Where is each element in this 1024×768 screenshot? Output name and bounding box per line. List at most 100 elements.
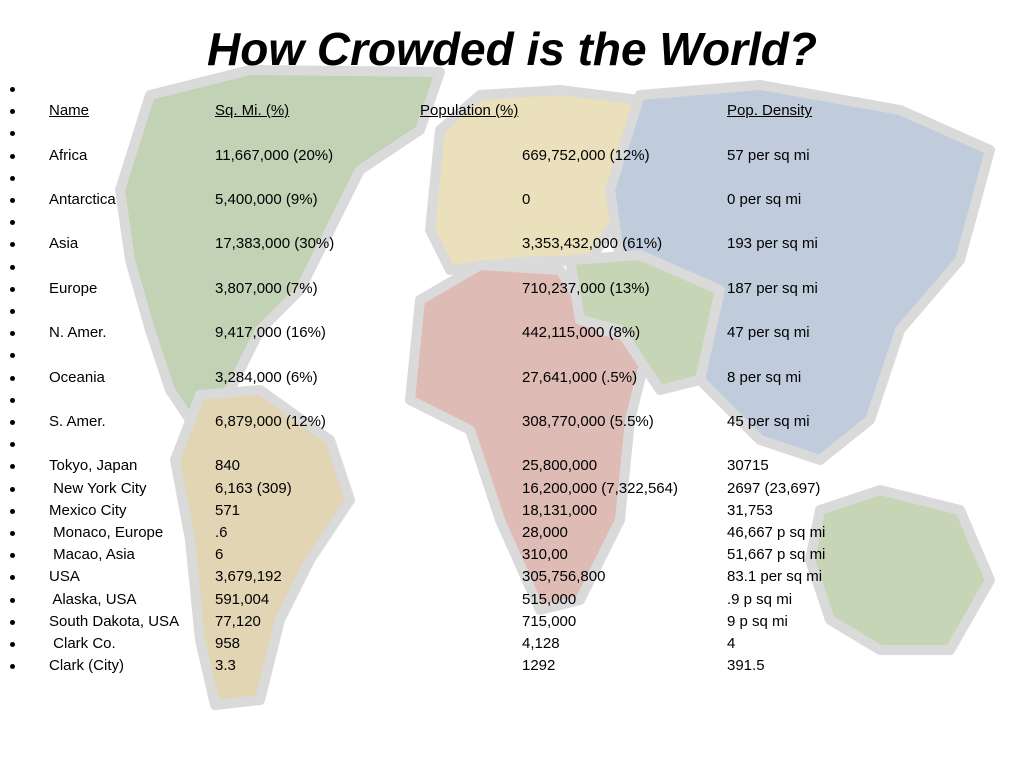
bullet-line: [0, 122, 1024, 144]
cell: 6,879,000 (12%): [215, 413, 326, 430]
bullet-line: [0, 389, 1024, 411]
bullet-line: Oceania 3,284,000 (6%) 27,641,000 (.5%) 8 p…: [0, 367, 1024, 389]
south-america: [170, 385, 355, 710]
cell: 25,800,000: [522, 457, 598, 475]
slide-title: How Crowded is the World?: [207, 23, 817, 75]
cell: N. Amer.: [49, 324, 107, 342]
cell: Sq. Mi. (%): [215, 102, 290, 120]
cell: 3.3: [215, 657, 236, 675]
cell: .9 p sq mi: [727, 590, 793, 608]
cell: 840: [215, 457, 241, 475]
cell: 11,667,000 (20%): [215, 146, 334, 164]
bullet-line: Antarctica 5,400,000 (9%) 0 0 per sq mi: [0, 189, 1024, 211]
cell: 6: [215, 546, 224, 564]
bullet: [10, 175, 15, 181]
cell: .6: [215, 524, 228, 541]
bullet-line: Clark Co. 958 4,128 4: [0, 633, 1024, 655]
bullet: [10, 242, 15, 248]
bullet: [10, 597, 15, 603]
bullet-line: [0, 300, 1024, 322]
cell: 45 per sq mi: [727, 413, 810, 430]
cell: 187 per sq mi: [727, 279, 818, 297]
bullet: [10, 464, 15, 470]
cell: Macao, Asia: [49, 546, 135, 564]
cell: 77,120: [215, 612, 261, 630]
cell: 30715: [727, 457, 769, 475]
bullet-line: USA 3,679,192 305,756,800 83.1 per sq mi: [0, 566, 1024, 588]
bullet-line: Alaska, USA 591,004 515,000 .9 p sq mi: [0, 589, 1024, 611]
bullet-line: S. Amer. 6,879,000 (12%) 308,770,000 (5.5%…: [0, 411, 1024, 433]
cell: Population (%): [420, 102, 519, 120]
bullet-line: [0, 344, 1024, 366]
bullet-line: Clark (City) 3.3 1292 391.5: [0, 655, 1024, 677]
cell: 4: [727, 635, 736, 652]
cell: 31,753: [727, 501, 773, 519]
cell: 3,807,000 (7%): [215, 279, 318, 297]
cell: 442,115,000 (8%): [522, 324, 641, 342]
cell: 715,000: [522, 612, 577, 630]
bullet: [10, 220, 15, 226]
cell: Pop. Density: [727, 102, 813, 120]
cell: Antarctica: [49, 191, 116, 208]
bullet-line: Monaco, Europe .6 28,000 46,667 p sq mi: [0, 522, 1024, 544]
cell: Africa: [49, 146, 88, 164]
cell: 51,667 p sq mi: [727, 546, 826, 564]
cell: Clark (City): [49, 657, 124, 675]
cell: 710,237,000 (13%): [522, 279, 650, 297]
cell: 83.1 per sq mi: [727, 568, 823, 586]
cell: 0 per sq mi: [727, 191, 802, 208]
cell: 28,000: [522, 524, 568, 541]
cell: 515,000: [522, 590, 577, 608]
middle-east-india: [565, 250, 725, 395]
cell: New York City: [49, 479, 147, 497]
cell: Clark Co.: [49, 635, 116, 652]
bullet: [10, 353, 15, 359]
bullet: [10, 642, 15, 647]
bullet: [10, 575, 15, 581]
cell: 591,004: [215, 590, 270, 608]
north-america: [115, 65, 445, 425]
bullet: [10, 264, 15, 270]
bullet: [10, 131, 15, 137]
cell: 391.5: [727, 657, 765, 675]
cell: 47 per sq mi: [727, 324, 810, 342]
bullet: [10, 508, 15, 514]
cell: 57 per sq mi: [727, 146, 810, 164]
cell: 2697 (23,697): [727, 479, 821, 497]
cell: Europe: [49, 279, 98, 297]
bullet: [10, 331, 15, 337]
bullet: [10, 664, 15, 670]
bullet: [10, 397, 15, 403]
bullet-line: Europe 3,807,000 (7%) 710,237,000 (13%) 187…: [0, 278, 1024, 300]
cell: 17,383,000 (30%): [215, 235, 335, 253]
cell: USA: [49, 568, 80, 586]
africa: [405, 260, 655, 615]
cell: Monaco, Europe: [49, 524, 164, 541]
bullet-line: Mexico City 571 18,131,000 31,753: [0, 500, 1024, 522]
cell: 3,284,000 (6%): [215, 368, 318, 386]
cell: 4,128: [522, 635, 560, 652]
bullet-line: South Dakota, USA 77,120 715,000 9 p sq mi: [0, 611, 1024, 633]
cell: 3,353,432,000 (61%): [522, 235, 663, 253]
cell: Mexico City: [49, 501, 127, 519]
bullet-line: [0, 211, 1024, 233]
cell: Oceania: [49, 368, 105, 386]
cell: 958: [215, 635, 241, 652]
bullet: [10, 153, 15, 159]
cell: 0: [522, 191, 531, 208]
bullet: [10, 553, 15, 559]
bullet: [10, 442, 15, 448]
cell: 5,400,000 (9%): [215, 191, 318, 208]
bullet-line: N. Amer. 9,417,000 (16%) 442,115,000 (8%) 4…: [0, 322, 1024, 344]
bullet-line: Asia 17,383,000 (30%) 3,353,432,000 (61%) 1…: [0, 233, 1024, 255]
cell: 46,667 p sq mi: [727, 524, 826, 541]
cell: 3,679,192: [215, 568, 282, 586]
cell: S. Amer.: [49, 413, 106, 430]
bullet-line: [0, 167, 1024, 189]
cell: 305,756,800: [522, 568, 606, 586]
cell: 308,770,000 (5.5%): [522, 413, 654, 430]
bullet: [10, 109, 15, 115]
cell: 6,163 (309): [215, 479, 292, 497]
